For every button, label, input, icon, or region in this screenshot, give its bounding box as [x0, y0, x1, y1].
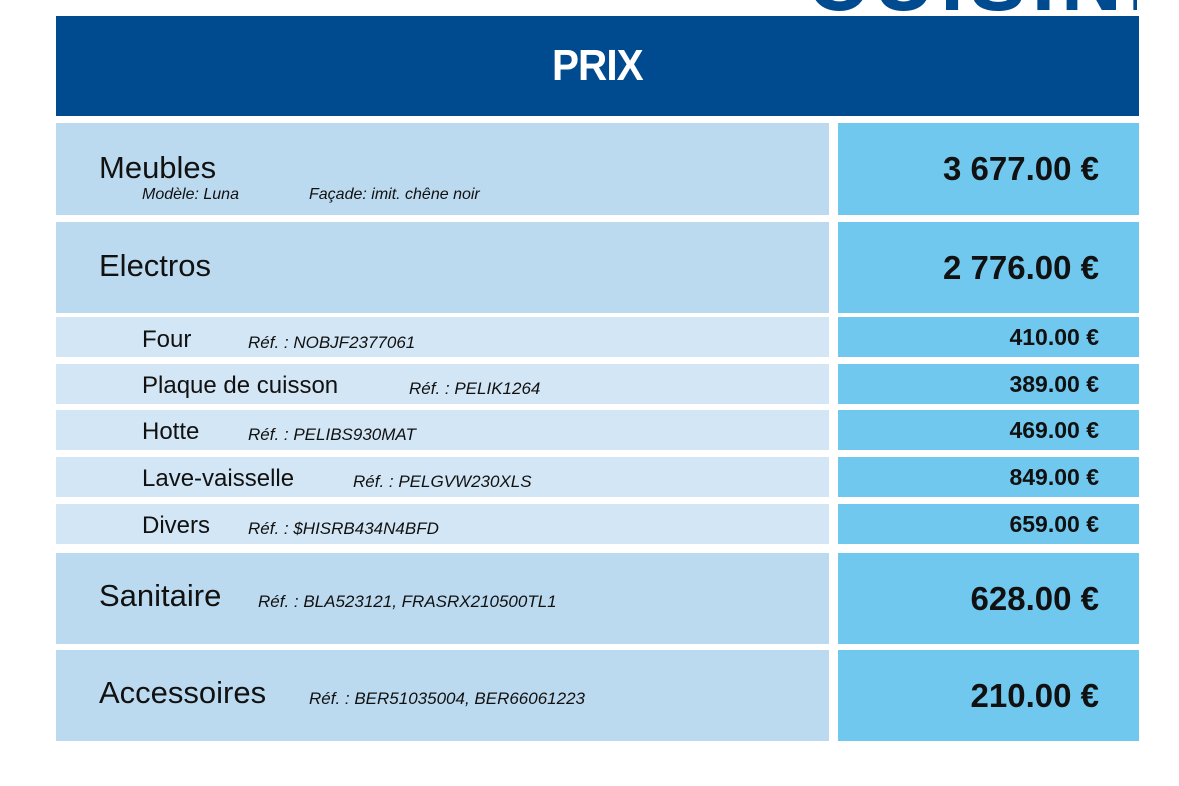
row-sanitaire-label: Sanitaire	[99, 578, 222, 613]
row-four-label: Four	[142, 326, 192, 353]
row-sanitaire-price: 628.00 €	[838, 553, 1139, 644]
row-sanitaire-ref: Réf. : BLA523121, FRASRX210500TL1	[258, 592, 557, 611]
row-divers-ref: Réf. : $HISRB434N4BFD	[248, 519, 439, 538]
row-lave-vaisselle-ref: Réf. : PELGVW230XLS	[353, 472, 532, 491]
row-plaque-label: Plaque de cuisson	[142, 372, 339, 399]
row-sanitaire: Sanitaire Réf. : BLA523121, FRASRX210500…	[56, 553, 1139, 644]
row-accessoires-description: Accessoires Réf. : BER51035004, BER66061…	[56, 650, 829, 741]
row-divers: Divers Réf. : $HISRB434N4BFD 659.00 €	[56, 504, 1139, 544]
row-hotte-description: Hotte Réf. : PELIBS930MAT	[56, 410, 829, 450]
row-four-price: 410.00 €	[838, 317, 1139, 357]
row-electros-price: 2 776.00 €	[838, 222, 1139, 313]
row-lave-vaisselle-description: Lave-vaisselle Réf. : PELGVW230XLS	[56, 457, 829, 497]
row-meubles-label: Meubles	[99, 150, 217, 185]
row-meubles-price: 3 677.00 €	[838, 123, 1139, 215]
row-lave-vaisselle-label: Lave-vaisselle	[142, 465, 295, 492]
row-lave-vaisselle-price: 849.00 €	[838, 457, 1139, 497]
row-plaque-price: 389.00 €	[838, 364, 1139, 404]
header-title: PRIX	[552, 41, 644, 90]
row-meubles-modele: Modèle: Luna	[142, 186, 239, 203]
row-electros: Electros 2 776.00 €	[56, 222, 1139, 313]
row-electros-label: Electros	[99, 248, 211, 283]
row-plaque-ref: Réf. : PELIK1264	[409, 379, 541, 398]
row-meubles-description: Meubles Modèle: Luna Façade: imit. chêne…	[56, 123, 829, 215]
row-hotte-ref: Réf. : PELIBS930MAT	[248, 425, 416, 444]
row-accessoires-price: 210.00 €	[838, 650, 1139, 741]
row-four: Four Réf. : NOBJF2377061 410.00 €	[56, 317, 1139, 357]
row-meubles-facade: Façade: imit. chêne noir	[309, 186, 480, 203]
price-header: PRIX	[56, 16, 1139, 116]
row-sanitaire-description: Sanitaire Réf. : BLA523121, FRASRX210500…	[56, 553, 829, 644]
cropped-title-word: CUISINE	[807, 0, 1137, 16]
row-divers-description: Divers Réf. : $HISRB434N4BFD	[56, 504, 829, 544]
row-accessoires-ref: Réf. : BER51035004, BER66061223	[309, 689, 585, 708]
row-plaque: Plaque de cuisson Réf. : PELIK1264 389.0…	[56, 364, 1139, 404]
row-four-ref: Réf. : NOBJF2377061	[248, 333, 416, 352]
row-accessoires: Accessoires Réf. : BER51035004, BER66061…	[56, 650, 1139, 741]
row-hotte-price: 469.00 €	[838, 410, 1139, 450]
row-four-description: Four Réf. : NOBJF2377061	[56, 317, 829, 357]
row-accessoires-label: Accessoires	[99, 675, 267, 710]
row-divers-label: Divers	[142, 512, 211, 539]
row-lave-vaisselle: Lave-vaisselle Réf. : PELGVW230XLS 849.0…	[56, 457, 1139, 497]
row-hotte-label: Hotte	[142, 418, 200, 445]
row-divers-price: 659.00 €	[838, 504, 1139, 544]
row-hotte: Hotte Réf. : PELIBS930MAT 469.00 €	[56, 410, 1139, 450]
row-meubles: Meubles Modèle: Luna Façade: imit. chêne…	[56, 123, 1139, 215]
row-plaque-description: Plaque de cuisson Réf. : PELIK1264	[56, 364, 829, 404]
row-electros-description: Electros	[56, 222, 829, 313]
